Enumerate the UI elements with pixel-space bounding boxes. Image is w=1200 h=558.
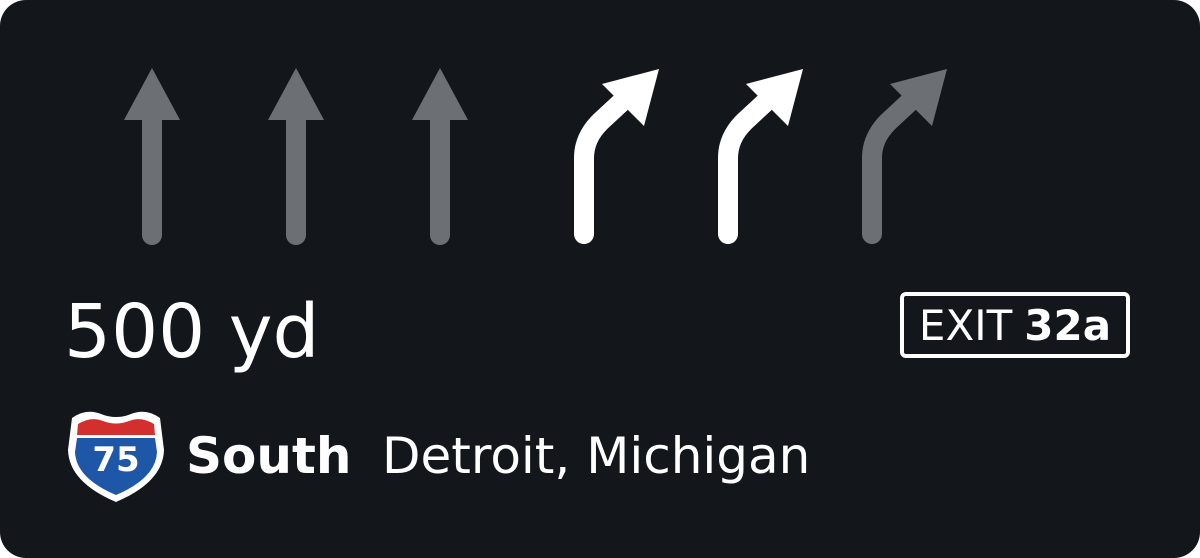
shield-number: 75: [92, 440, 139, 480]
arrow-slight-right-icon: [574, 69, 659, 244]
arrow-straight-icon: [268, 68, 324, 245]
lane-2: [232, 60, 362, 250]
lane-1: [88, 60, 218, 250]
lane-3: [376, 60, 506, 250]
destination: Detroit, Michigan: [382, 427, 811, 485]
exit-number: 32a: [1024, 300, 1112, 350]
arrow-slight-right-icon: [862, 69, 947, 244]
arrow-straight-icon: [124, 68, 180, 245]
lane-4-recommended: [566, 60, 696, 250]
arrow-straight-icon: [412, 68, 468, 245]
distance-to-maneuver: 500 yd: [64, 289, 320, 375]
interstate-shield-icon: 75: [64, 404, 168, 504]
arrow-slight-right-icon: [718, 69, 803, 244]
exit-label: EXIT: [918, 300, 1013, 350]
route-direction: South: [186, 427, 352, 485]
lane-guidance: [0, 0, 1200, 260]
lane-6: [854, 60, 984, 250]
lane-5-recommended: [710, 60, 840, 250]
exit-badge: EXIT 32a: [900, 292, 1130, 358]
